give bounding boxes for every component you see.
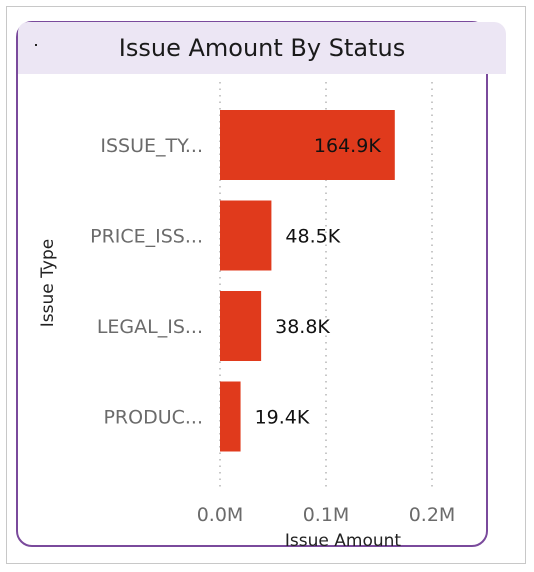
- category-label: ISSUE_TY...: [100, 135, 203, 157]
- category-label: LEGAL_IS...: [97, 316, 203, 338]
- chart-card[interactable]: [16, 21, 488, 547]
- title-bar: [18, 22, 506, 74]
- x-tick-label: 0.1M: [303, 504, 350, 526]
- x-tick-label: 0.2M: [409, 504, 456, 526]
- x-tick-label: 0.0M: [197, 504, 244, 526]
- category-label: PRODUC...: [103, 407, 203, 429]
- bar[interactable]: [220, 291, 262, 361]
- bar[interactable]: [220, 200, 272, 271]
- y-axis-title: Issue Type: [38, 239, 58, 327]
- bar[interactable]: [220, 381, 241, 452]
- x-axis-title: Issue Amount: [285, 531, 402, 551]
- data-label: 38.8K: [275, 316, 330, 338]
- data-labels: 164.9K 48.5K 38.8K 19.4K: [255, 135, 382, 429]
- x-tick-labels: 0.0M 0.1M 0.2M: [197, 504, 456, 526]
- chart-title: Issue Amount By Status: [118, 34, 406, 62]
- category-label: PRICE_ISS...: [90, 226, 203, 248]
- data-label: 48.5K: [285, 226, 340, 248]
- corner-dot: [35, 44, 37, 46]
- category-labels: ISSUE_TY... PRICE_ISS... LEGAL_IS... PRODUC…: [90, 135, 203, 429]
- data-label: 19.4K: [255, 407, 310, 429]
- data-label: 164.9K: [314, 135, 381, 157]
- bars: [220, 110, 395, 452]
- bar[interactable]: [220, 110, 395, 180]
